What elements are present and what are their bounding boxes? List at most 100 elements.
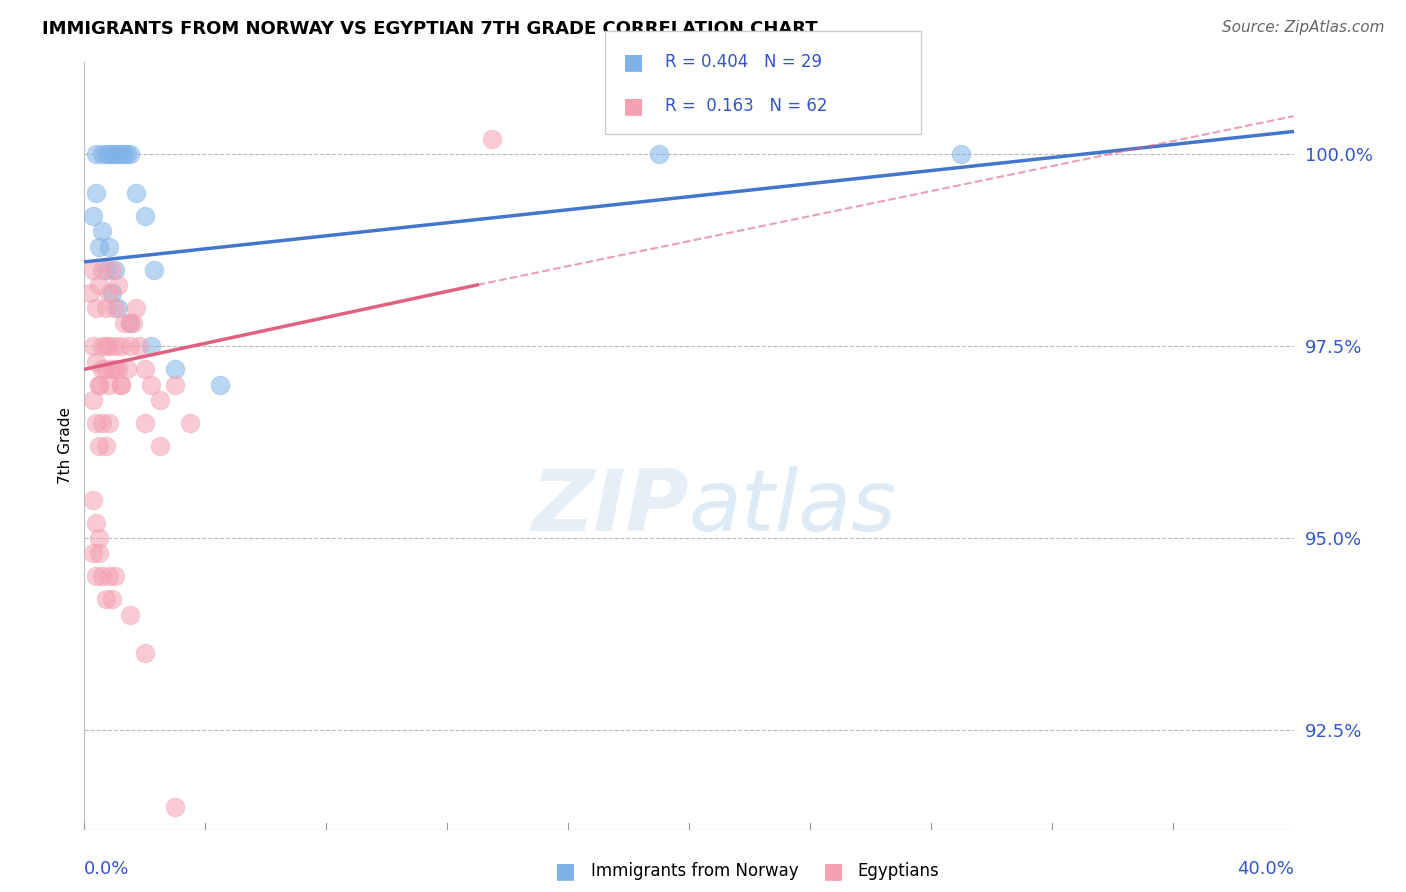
Point bbox=[118, 316, 141, 330]
Point bbox=[115, 362, 138, 376]
Point bbox=[82, 339, 104, 353]
Point bbox=[165, 362, 187, 376]
Text: ■: ■ bbox=[623, 96, 644, 116]
Point bbox=[134, 362, 156, 376]
Point bbox=[118, 147, 141, 161]
Text: R = 0.404   N = 29: R = 0.404 N = 29 bbox=[665, 53, 823, 70]
Point bbox=[97, 416, 120, 430]
Point bbox=[86, 516, 108, 530]
Point bbox=[149, 392, 172, 407]
Text: ■: ■ bbox=[823, 862, 844, 881]
Point bbox=[134, 416, 156, 430]
Point bbox=[94, 262, 117, 277]
Point bbox=[104, 339, 127, 353]
Point bbox=[89, 277, 111, 292]
Point bbox=[149, 439, 172, 453]
Text: Immigrants from Norway: Immigrants from Norway bbox=[591, 863, 799, 880]
Point bbox=[79, 285, 101, 300]
Text: atlas: atlas bbox=[689, 466, 897, 549]
Point bbox=[97, 377, 120, 392]
Text: 0.0%: 0.0% bbox=[84, 860, 129, 879]
Point bbox=[118, 339, 141, 353]
Point bbox=[94, 592, 117, 607]
Text: 40.0%: 40.0% bbox=[1237, 860, 1294, 879]
Point bbox=[89, 546, 111, 560]
Point bbox=[82, 492, 104, 507]
Point bbox=[91, 362, 114, 376]
Point bbox=[107, 301, 129, 315]
Text: IMMIGRANTS FROM NORWAY VS EGYPTIAN 7TH GRADE CORRELATION CHART: IMMIGRANTS FROM NORWAY VS EGYPTIAN 7TH G… bbox=[42, 20, 818, 37]
Point bbox=[97, 239, 120, 253]
Point bbox=[82, 546, 104, 560]
Point bbox=[94, 339, 117, 353]
Point bbox=[134, 209, 156, 223]
Point bbox=[97, 339, 120, 353]
Text: ■: ■ bbox=[555, 862, 576, 881]
Point bbox=[82, 262, 104, 277]
Point bbox=[100, 362, 122, 376]
Y-axis label: 7th Grade: 7th Grade bbox=[58, 408, 73, 484]
Point bbox=[112, 316, 135, 330]
Point bbox=[82, 209, 104, 223]
Text: Source: ZipAtlas.com: Source: ZipAtlas.com bbox=[1222, 20, 1385, 35]
Point bbox=[100, 285, 122, 300]
Point bbox=[142, 262, 165, 277]
Point bbox=[115, 147, 138, 161]
Point bbox=[128, 339, 150, 353]
Point bbox=[94, 439, 117, 453]
Point bbox=[86, 416, 108, 430]
Point bbox=[100, 262, 122, 277]
Point bbox=[179, 416, 201, 430]
Point bbox=[110, 377, 132, 392]
Point bbox=[139, 377, 162, 392]
Point bbox=[100, 592, 122, 607]
Point bbox=[82, 392, 104, 407]
Point bbox=[104, 147, 127, 161]
Point bbox=[86, 147, 108, 161]
Point bbox=[134, 646, 156, 660]
Point bbox=[86, 569, 108, 583]
Point bbox=[165, 799, 187, 814]
Point bbox=[950, 147, 973, 161]
Point bbox=[89, 239, 111, 253]
Point bbox=[91, 416, 114, 430]
Point bbox=[648, 147, 671, 161]
Point bbox=[165, 377, 187, 392]
Point bbox=[107, 277, 129, 292]
Point bbox=[89, 377, 111, 392]
Point bbox=[89, 377, 111, 392]
Point bbox=[107, 147, 129, 161]
Point bbox=[104, 262, 127, 277]
Point bbox=[91, 569, 114, 583]
Point bbox=[91, 147, 114, 161]
Point bbox=[121, 316, 143, 330]
Point bbox=[91, 339, 114, 353]
Point bbox=[89, 439, 111, 453]
Point bbox=[107, 362, 129, 376]
Point bbox=[86, 301, 108, 315]
Point bbox=[104, 301, 127, 315]
Point bbox=[89, 531, 111, 545]
Point bbox=[94, 147, 117, 161]
Point bbox=[97, 285, 120, 300]
Point bbox=[118, 316, 141, 330]
Point bbox=[91, 224, 114, 238]
Point bbox=[209, 377, 232, 392]
Point bbox=[139, 339, 162, 353]
Point bbox=[86, 354, 108, 368]
Point bbox=[97, 569, 120, 583]
Point bbox=[112, 147, 135, 161]
Text: Egyptians: Egyptians bbox=[858, 863, 939, 880]
Point bbox=[125, 186, 148, 200]
Point bbox=[104, 569, 127, 583]
Point bbox=[110, 377, 132, 392]
Point bbox=[118, 607, 141, 622]
Point bbox=[91, 262, 114, 277]
Point bbox=[97, 147, 120, 161]
Point bbox=[125, 301, 148, 315]
Point bbox=[94, 362, 117, 376]
Point bbox=[110, 339, 132, 353]
Text: ZIP: ZIP bbox=[531, 466, 689, 549]
Point bbox=[481, 132, 503, 146]
Point bbox=[86, 186, 108, 200]
